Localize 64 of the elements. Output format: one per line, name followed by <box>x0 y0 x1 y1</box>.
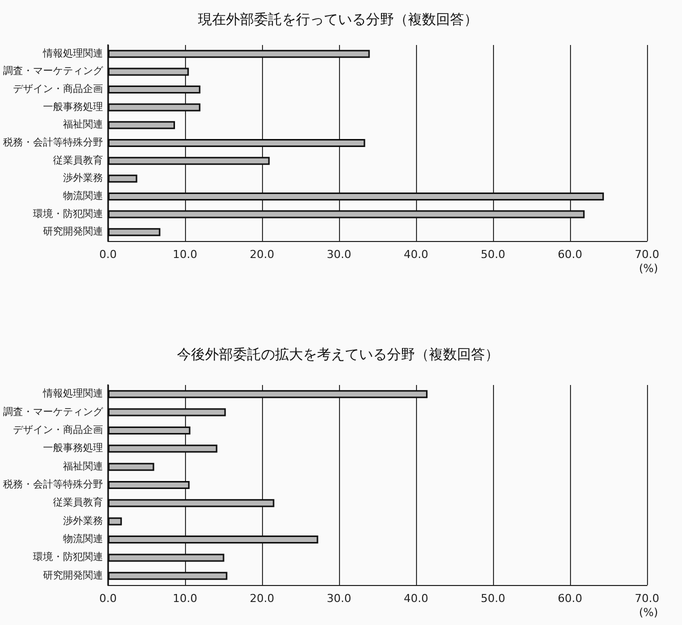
x-tick-label: 70.0 <box>634 592 660 605</box>
y-tick-label: 環境・防犯関連 <box>33 208 103 220</box>
bar <box>108 426 190 434</box>
y-tick-label: 福祉関連 <box>63 460 103 472</box>
x-tick-label: 10.0 <box>172 592 198 605</box>
bar <box>108 192 604 200</box>
y-tick-label: 調査・マーケティング <box>3 65 104 78</box>
bar <box>108 390 428 398</box>
chart-title: 今後外部委託の拡大を考えている分野（複数回答） <box>177 347 499 363</box>
y-tick-label: 物流関連 <box>63 533 103 546</box>
y-tick-label: 税務・会計等特殊分野 <box>3 136 103 148</box>
x-tick-label: 50.0 <box>480 592 506 605</box>
bar <box>108 444 218 453</box>
x-axis-title: (%) <box>638 606 658 619</box>
y-tick-label: 一般事務処理 <box>43 442 103 454</box>
bar <box>108 68 189 76</box>
bar <box>108 174 138 183</box>
y-tick-label: 従業員教育 <box>53 154 103 166</box>
x-tick-label: 0.0 <box>99 592 117 605</box>
y-tick-label: 一般事務処理 <box>43 100 103 113</box>
bar <box>108 121 175 130</box>
x-tick-label: 0.0 <box>99 248 117 261</box>
bar <box>108 554 224 562</box>
bar <box>108 408 226 416</box>
y-tick-label: 環境・防犯関連 <box>33 551 103 564</box>
bar <box>108 50 370 58</box>
y-tick-label: 研究開発関連 <box>43 569 103 582</box>
x-tick-label: 50.0 <box>480 248 506 261</box>
x-axis-title: (%) <box>638 262 658 275</box>
x-tick-label: 60.0 <box>558 248 582 261</box>
bar <box>108 462 154 471</box>
x-tick-label: 60.0 <box>558 592 582 605</box>
y-tick-label: 福祉関連 <box>63 118 103 131</box>
x-tick-label: 10.0 <box>172 248 198 261</box>
bar <box>108 103 200 112</box>
y-tick-label: 調査・マーケティング <box>3 406 104 418</box>
y-tick-label: 物流関連 <box>63 190 103 202</box>
bar <box>108 517 122 526</box>
bar <box>108 210 585 218</box>
bar <box>108 481 190 489</box>
chart-title: 現在外部委託を行っている分野（複数回答） <box>198 12 478 28</box>
bar <box>108 536 318 544</box>
bar <box>108 156 270 165</box>
bar <box>108 139 366 147</box>
y-tick-label: 研究開発関連 <box>43 226 103 238</box>
x-tick-label: 70.0 <box>634 248 660 261</box>
x-tick-label: 40.0 <box>404 592 428 605</box>
y-tick-label: デザイン・商品企画 <box>13 83 103 96</box>
x-tick-label: 40.0 <box>404 248 428 261</box>
y-tick-label: 情報処理関連 <box>42 47 103 60</box>
y-tick-label: 渉外業務 <box>63 172 103 184</box>
y-tick-label: デザイン・商品企画 <box>13 424 103 436</box>
bar <box>108 228 160 236</box>
bar <box>108 499 274 508</box>
bar <box>108 86 200 94</box>
y-tick-label: 従業員教育 <box>53 496 103 509</box>
x-tick-label: 20.0 <box>250 248 274 261</box>
x-tick-label: 20.0 <box>250 592 274 605</box>
x-tick-label: 30.0 <box>326 592 352 605</box>
bar <box>108 572 228 580</box>
y-tick-label: 情報処理関連 <box>42 388 103 400</box>
x-tick-label: 30.0 <box>326 248 352 261</box>
y-tick-label: 税務・会計等特殊分野 <box>3 478 103 490</box>
y-tick-label: 渉外業務 <box>63 514 103 527</box>
